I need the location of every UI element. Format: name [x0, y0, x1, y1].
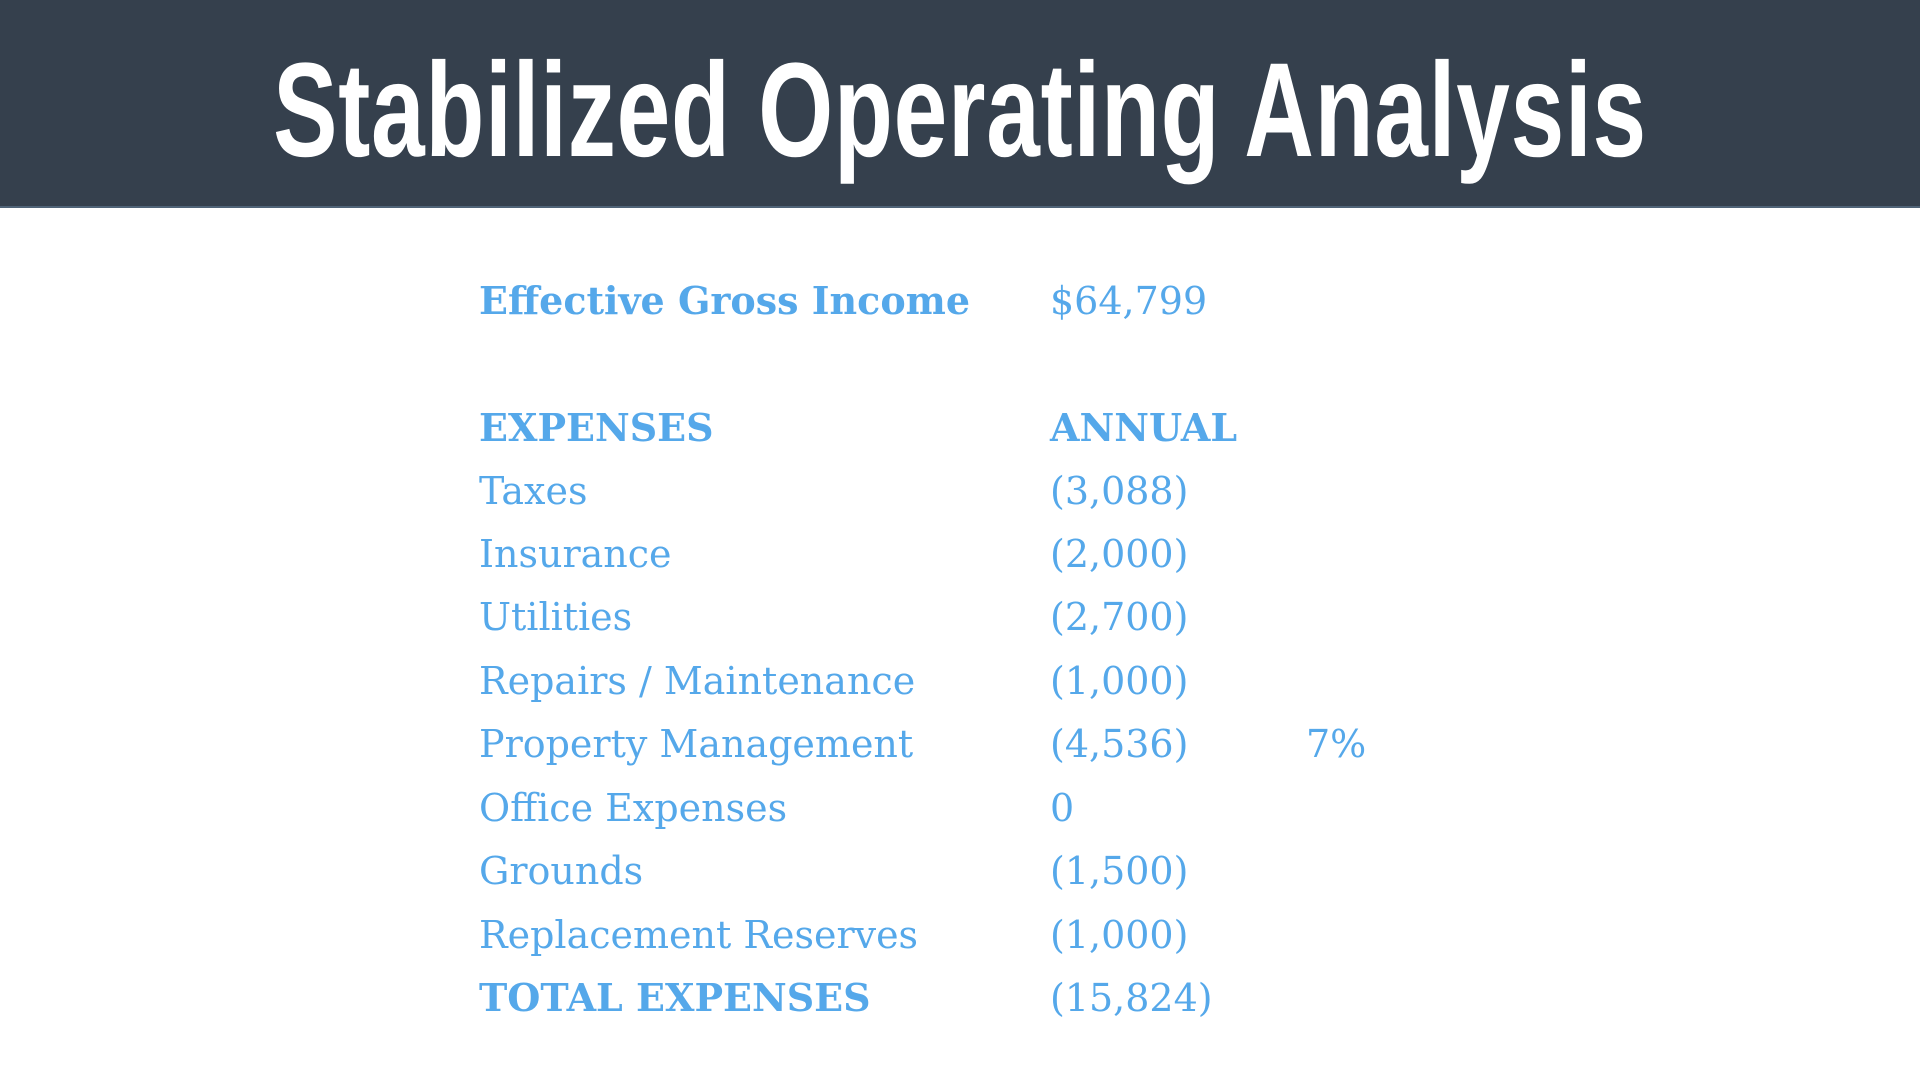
- total-expenses-value: (15,824): [1050, 976, 1213, 1020]
- total-expenses-row: TOTAL EXPENSES (15,824): [0, 967, 1920, 1029]
- expense-value: (1,000): [1050, 913, 1189, 957]
- expense-row-property-management: Property Management (4,536) 7%: [0, 713, 1920, 775]
- expenses-header-label: EXPENSES: [479, 405, 714, 450]
- expense-note: 7%: [1306, 722, 1367, 766]
- expense-label: Office Expenses: [479, 786, 788, 830]
- expense-value: (1,500): [1050, 849, 1189, 893]
- expense-value: (2,700): [1050, 595, 1189, 639]
- expense-label: Grounds: [479, 849, 644, 893]
- expenses-header-row: EXPENSES ANNUAL: [0, 397, 1920, 459]
- expense-label: Property Management: [479, 722, 914, 766]
- page-title: Stabilized Operating Analysis: [273, 36, 1647, 185]
- expense-value: (2,000): [1050, 532, 1189, 576]
- expense-row-repairs: Repairs / Maintenance (1,000): [0, 650, 1920, 712]
- expense-label: Repairs / Maintenance: [479, 659, 916, 703]
- expense-row-taxes: Taxes (3,088): [0, 460, 1920, 522]
- expense-label: Replacement Reserves: [479, 913, 919, 957]
- expense-value: 0: [1050, 786, 1075, 830]
- expense-value: (3,088): [1050, 469, 1189, 513]
- expense-label: Utilities: [479, 595, 633, 639]
- annual-header-label: ANNUAL: [1050, 405, 1238, 450]
- income-label: Effective Gross Income: [479, 278, 971, 323]
- expense-value: (4,536): [1050, 722, 1189, 766]
- expense-row-utilities: Utilities (2,700): [0, 586, 1920, 648]
- total-expenses-label: TOTAL EXPENSES: [479, 975, 871, 1020]
- expense-row-grounds: Grounds (1,500): [0, 840, 1920, 902]
- expense-row-insurance: Insurance (2,000): [0, 523, 1920, 585]
- expense-label: Taxes: [479, 469, 588, 513]
- expense-value: (1,000): [1050, 659, 1189, 703]
- expense-row-office: Office Expenses 0: [0, 777, 1920, 839]
- expense-row-replacement-reserves: Replacement Reserves (1,000): [0, 904, 1920, 966]
- income-value: $64,799: [1050, 279, 1208, 323]
- title-banner: Stabilized Operating Analysis: [0, 0, 1920, 208]
- income-row: Effective Gross Income $64,799: [0, 270, 1920, 332]
- expense-label: Insurance: [479, 532, 672, 576]
